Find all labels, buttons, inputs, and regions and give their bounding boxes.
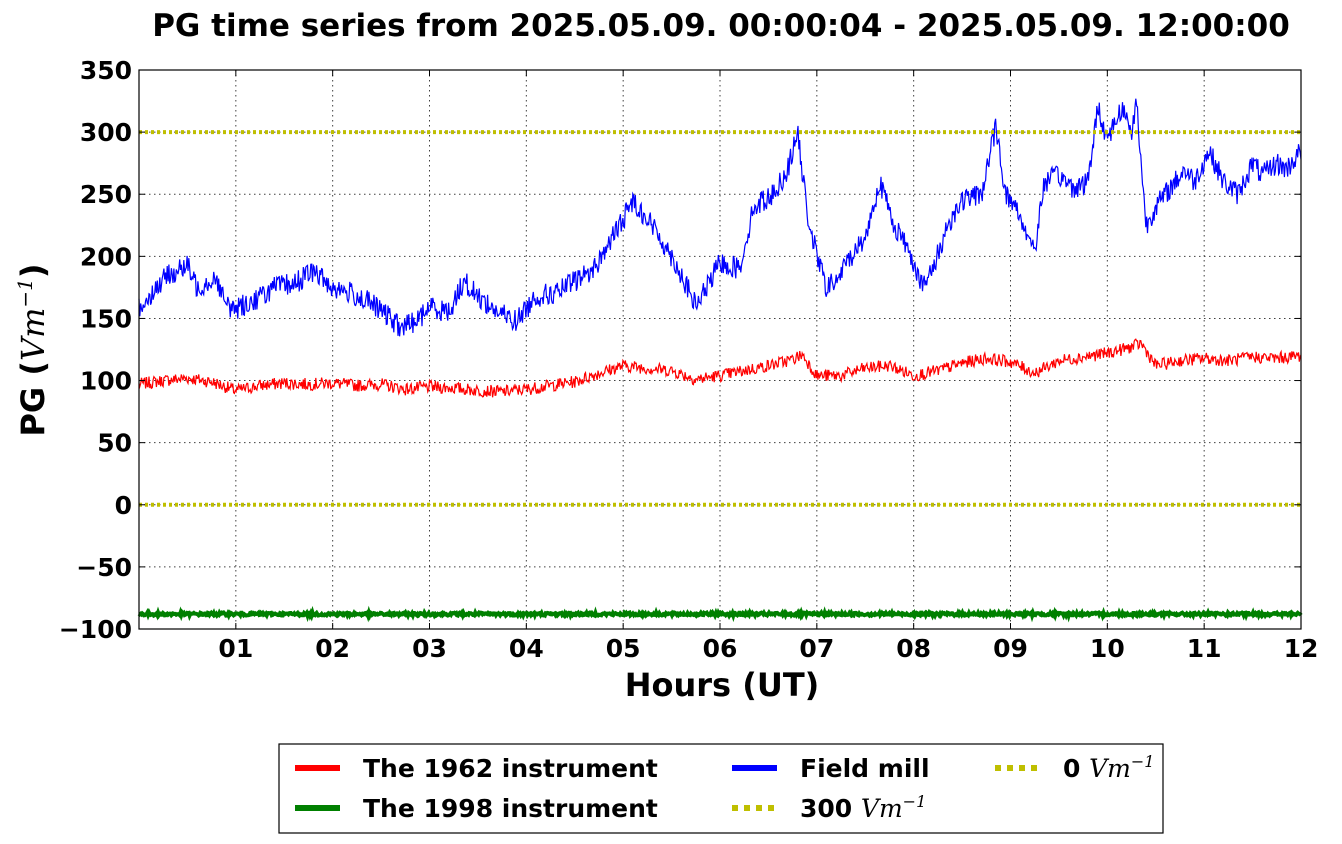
legend: The 1962 instrument The 1998 instrument Fi… (278, 743, 1164, 834)
y-axis-ticks: −100 −50 0 50 100 150 200 250 300 350 (59, 56, 1301, 644)
x-tick-label: 08 (896, 634, 931, 663)
y-tick-label: 150 (80, 304, 132, 333)
chart-title: PG time series from 2025.05.09. 00:00:04… (152, 8, 1290, 44)
x-tick-label: 07 (799, 634, 834, 663)
y-tick-label: −100 (59, 615, 132, 644)
x-tick-label: 05 (606, 634, 641, 663)
x-axis-label: Hours (UT) (625, 666, 820, 704)
legend-frame (278, 743, 1164, 834)
data-series (137, 98, 1303, 623)
y-tick-label: 300 (80, 118, 132, 147)
legend-label: 0 Vm−1 (1063, 752, 1154, 783)
x-axis-ticks: 01 02 03 04 05 06 07 08 09 10 11 12 (218, 70, 1318, 663)
grid-lines (139, 69, 1302, 630)
y-tick-label: 200 (80, 242, 132, 271)
y-tick-label: 0 (115, 491, 132, 520)
legend-label: Field mill (800, 754, 930, 783)
series-line-1 (137, 605, 1303, 623)
x-tick-label: 10 (1090, 634, 1125, 663)
x-tick-label: 12 (1284, 634, 1319, 663)
x-tick-label: 04 (509, 634, 544, 663)
legend-label: The 1962 instrument (363, 754, 658, 783)
legend-label: The 1998 instrument (363, 794, 658, 823)
y-tick-label: 100 (80, 367, 132, 396)
y-tick-label: 350 (80, 56, 132, 85)
y-tick-label: 50 (97, 429, 132, 458)
series-line-0 (138, 338, 1302, 398)
x-tick-label: 11 (1187, 634, 1222, 663)
x-tick-label: 02 (315, 634, 350, 663)
y-axis-label: PG (Vm−1) (13, 263, 52, 436)
x-tick-label: 09 (993, 634, 1028, 663)
x-tick-label: 06 (703, 634, 738, 663)
legend-label: 300 Vm−1 (800, 792, 926, 823)
x-tick-label: 03 (412, 634, 447, 663)
series-line-2 (138, 98, 1302, 337)
x-tick-label: 01 (218, 634, 253, 663)
y-tick-label: −50 (76, 553, 132, 582)
y-tick-label: 250 (80, 180, 132, 209)
